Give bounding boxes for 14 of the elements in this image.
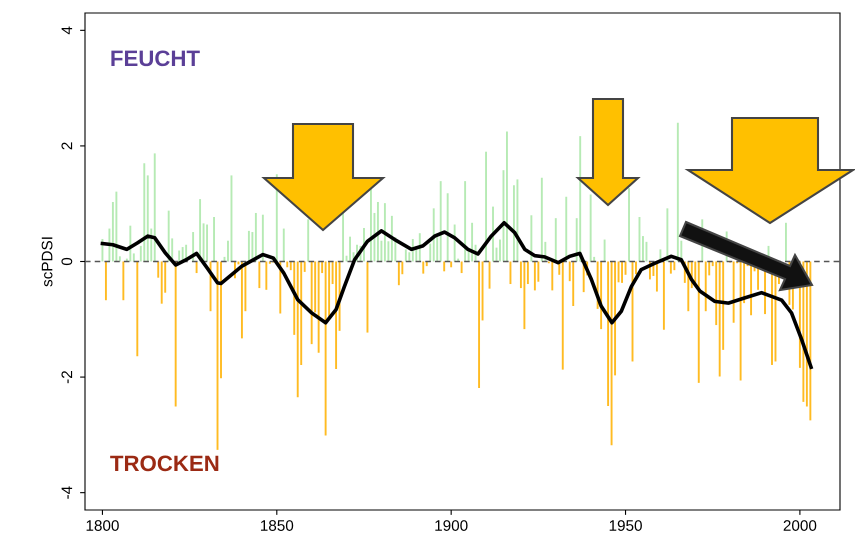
x-tick-label: 1950 [610, 520, 642, 531]
y-tick-label: 4 [62, 26, 72, 34]
line-series [100, 220, 813, 370]
y-tick-label: 0 [61, 258, 72, 266]
x-tick-label: 1900 [435, 520, 468, 531]
x-tick-label: 2000 [784, 520, 816, 531]
y-tick-label: 2 [61, 142, 72, 150]
y-tick-label: -4 [62, 486, 72, 499]
annotation: TROCKEN [110, 456, 218, 472]
x-tick-label: 1850 [260, 520, 294, 531]
y-axis-title: scPDSI [42, 237, 52, 287]
x-tick-label: 1800 [86, 520, 119, 531]
y-tick-label: -2 [61, 371, 72, 384]
annotation: FEUCHT [111, 50, 200, 66]
